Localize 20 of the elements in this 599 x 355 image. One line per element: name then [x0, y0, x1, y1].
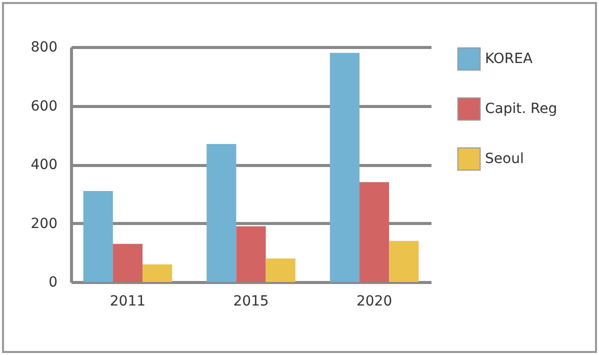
y-tick-label: 400	[30, 157, 58, 173]
bar	[266, 258, 296, 282]
legend-label: KOREA	[485, 51, 534, 67]
bar	[236, 226, 266, 282]
y-tick-label: 0	[48, 274, 58, 290]
bar	[389, 240, 419, 282]
bar	[359, 182, 390, 282]
legend-label: Seoul	[485, 151, 524, 167]
legend-label: Capit. Reg	[485, 101, 558, 117]
bar	[112, 244, 143, 282]
bar	[206, 144, 236, 282]
x-tick-label: 2020	[356, 294, 392, 310]
y-tick-label: 600	[30, 98, 58, 114]
bar	[330, 52, 360, 282]
y-tick-label: 200	[30, 216, 58, 232]
y-tick-label: 800	[30, 40, 58, 56]
x-tick-label: 2015	[233, 294, 269, 310]
bar	[83, 190, 113, 282]
x-tick-label: 2011	[110, 294, 146, 310]
bar	[142, 264, 172, 282]
